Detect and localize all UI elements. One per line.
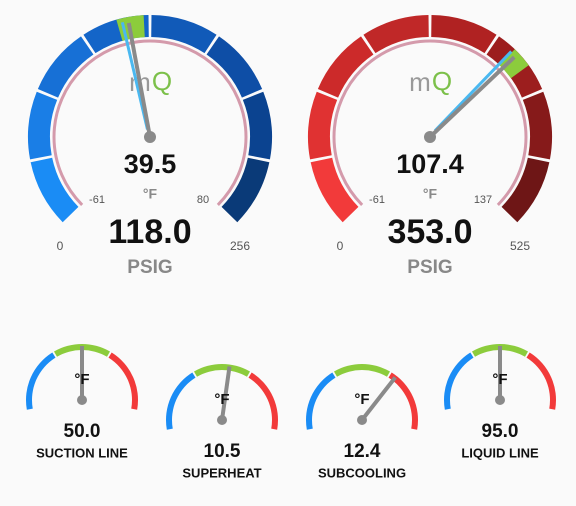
label: SUPERHEAT — [182, 465, 261, 480]
hot-band — [388, 372, 418, 430]
hot-band — [526, 352, 557, 410]
pressure: 118.0 — [108, 213, 191, 251]
logo-q: Q — [152, 66, 172, 96]
needle-hub — [495, 395, 505, 405]
label: LIQUID LINE — [461, 445, 539, 460]
pressure-unit: PSIG — [407, 257, 452, 278]
gauge-segment — [308, 91, 338, 160]
inner-ring — [52, 39, 248, 206]
cold-band — [306, 372, 336, 430]
cold-band — [25, 352, 56, 410]
gauge-segment — [27, 91, 58, 160]
temp-min: -61 — [369, 194, 385, 206]
gauge-segment — [501, 157, 550, 223]
needle-hub — [217, 415, 227, 425]
temp-min: -61 — [89, 194, 105, 206]
gauge-segment — [151, 15, 217, 54]
gauge-segment — [363, 15, 429, 54]
temp-unit: °F — [423, 186, 438, 202]
ok-band — [334, 363, 390, 377]
pressure-max: 256 — [230, 239, 250, 253]
hot-band — [108, 352, 138, 410]
logo-m: m — [409, 67, 431, 97]
temp-unit: °F — [143, 186, 158, 202]
needle — [428, 55, 516, 139]
label: SUBCOOLING — [318, 465, 406, 480]
pressure-unit: PSIG — [127, 257, 172, 278]
ok-band — [194, 363, 250, 377]
cold-band — [444, 352, 474, 410]
label: SUCTION LINE — [36, 445, 128, 460]
value: 10.5 — [204, 441, 241, 462]
ok-band — [472, 343, 528, 357]
value: 12.4 — [344, 441, 381, 462]
gauge-segment — [206, 36, 263, 98]
temp-max: 80 — [197, 194, 209, 206]
value: 95.0 — [482, 421, 519, 442]
pressure-min: 0 — [57, 239, 64, 253]
logo-q: Q — [432, 66, 452, 96]
unit: °F — [74, 371, 89, 388]
inner-ring — [332, 39, 528, 206]
gauge-segment — [30, 157, 79, 223]
gauge-segment — [431, 15, 497, 54]
pressure-max: 525 — [510, 239, 530, 253]
temp-max: 137 — [474, 194, 492, 206]
gauge-segment — [221, 157, 270, 223]
gauge-segment — [37, 36, 94, 98]
needle — [360, 376, 397, 422]
needle — [220, 366, 232, 421]
value: 50.0 — [64, 421, 101, 442]
temperature: 39.5 — [124, 149, 177, 179]
needle-hub — [357, 415, 367, 425]
hot-band — [248, 372, 278, 430]
unit: °F — [492, 371, 507, 388]
needle-hub — [77, 395, 87, 405]
needle — [126, 22, 152, 138]
cold-band — [166, 372, 196, 430]
gauge-segment — [522, 91, 552, 160]
pressure-min: 0 — [337, 239, 344, 253]
gauge-segment — [317, 36, 374, 98]
target-band — [499, 49, 529, 79]
gauge-segment — [242, 91, 272, 160]
gauge-segment — [310, 157, 359, 223]
needle-hub — [144, 131, 156, 143]
temperature: 107.4 — [396, 149, 464, 179]
pressure: 353.0 — [387, 213, 472, 251]
ok-band — [54, 343, 110, 357]
needle-hub — [424, 131, 436, 143]
unit: °F — [354, 391, 369, 408]
unit: °F — [214, 391, 229, 408]
